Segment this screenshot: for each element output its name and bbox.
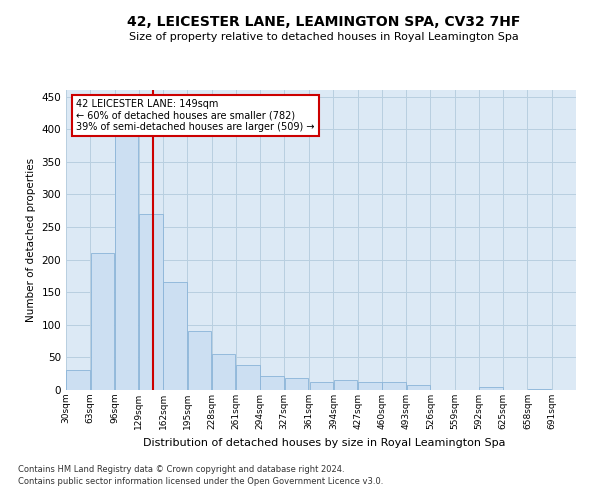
Bar bbox=[188, 332, 211, 390]
Bar bbox=[67, 370, 90, 390]
Bar bbox=[260, 376, 284, 390]
Bar bbox=[407, 385, 430, 390]
Bar bbox=[382, 382, 406, 390]
Text: Contains HM Land Registry data © Crown copyright and database right 2024.: Contains HM Land Registry data © Crown c… bbox=[18, 466, 344, 474]
Bar bbox=[236, 365, 260, 390]
Y-axis label: Number of detached properties: Number of detached properties bbox=[26, 158, 36, 322]
Text: 42, LEICESTER LANE, LEAMINGTON SPA, CV32 7HF: 42, LEICESTER LANE, LEAMINGTON SPA, CV32… bbox=[127, 16, 521, 30]
Bar bbox=[358, 382, 382, 390]
Text: Contains public sector information licensed under the Open Government Licence v3: Contains public sector information licen… bbox=[18, 477, 383, 486]
Bar bbox=[334, 380, 357, 390]
Bar bbox=[163, 282, 187, 390]
Bar bbox=[115, 132, 138, 390]
Text: Distribution of detached houses by size in Royal Leamington Spa: Distribution of detached houses by size … bbox=[143, 438, 505, 448]
Bar bbox=[91, 253, 114, 390]
Text: 42 LEICESTER LANE: 149sqm
← 60% of detached houses are smaller (782)
39% of semi: 42 LEICESTER LANE: 149sqm ← 60% of detac… bbox=[76, 99, 314, 132]
Bar bbox=[212, 354, 235, 390]
Bar bbox=[139, 214, 163, 390]
Text: Size of property relative to detached houses in Royal Leamington Spa: Size of property relative to detached ho… bbox=[129, 32, 519, 42]
Bar bbox=[310, 382, 333, 390]
Bar bbox=[479, 386, 503, 390]
Bar bbox=[285, 378, 308, 390]
